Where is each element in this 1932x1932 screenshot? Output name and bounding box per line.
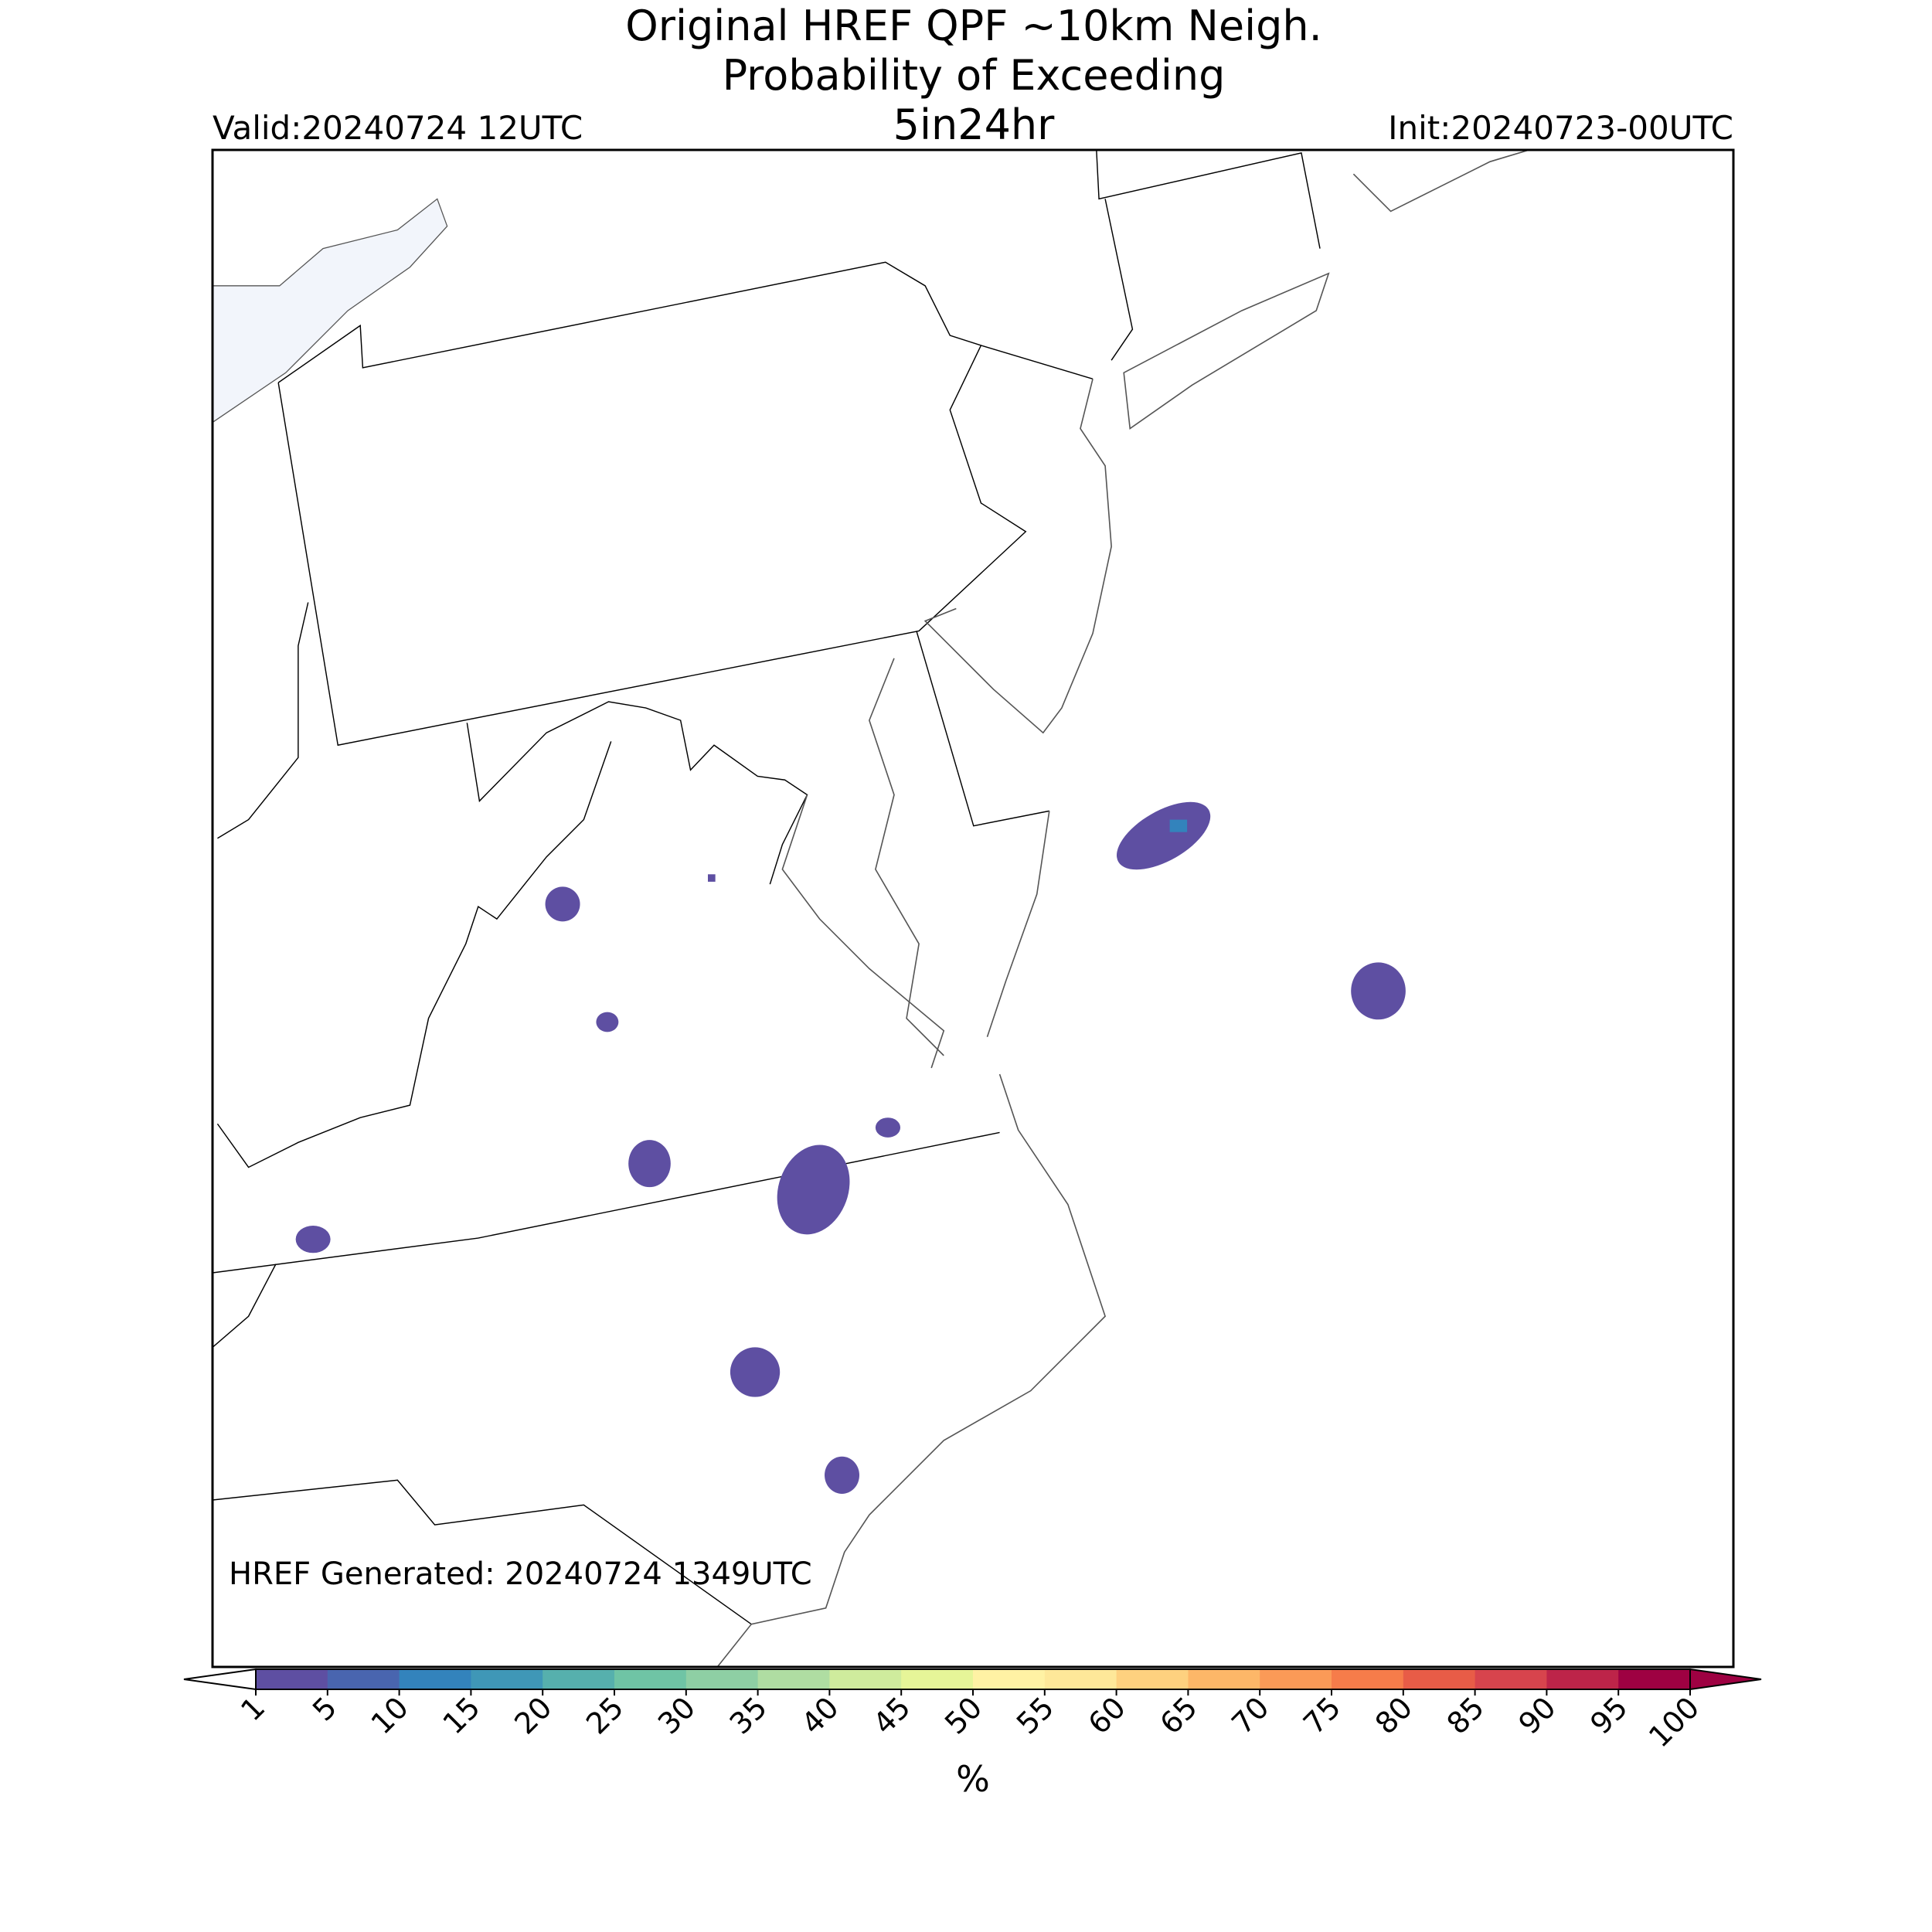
prob-area xyxy=(596,1012,619,1032)
colorbar-tick-label: 5 xyxy=(306,1690,343,1727)
colorbar-tick-label: 10 xyxy=(365,1690,415,1740)
colorbar-bin xyxy=(1116,1669,1189,1689)
colorbar-tick-label: 60 xyxy=(1082,1690,1132,1740)
state-border xyxy=(213,1264,277,1348)
valid-time: Valid:20240724 12UTC xyxy=(213,109,583,147)
prob-area xyxy=(295,1225,331,1253)
coastline xyxy=(868,658,944,1056)
state-border xyxy=(217,602,309,839)
prob-area xyxy=(708,874,716,882)
colorbar-bin xyxy=(685,1669,759,1689)
prob-area xyxy=(875,1117,901,1138)
map: HREF Generated: 20240724 1349UTC xyxy=(211,148,1735,1668)
colorbar-bin xyxy=(829,1669,902,1689)
colorbar-tick-label: 30 xyxy=(651,1690,702,1740)
prob-area xyxy=(777,1145,850,1235)
colorbar: 1 5 10 15 20 25 30 35 40 45 50 55 60 65 70 75 80 85 90 95 10… xyxy=(183,1668,1762,1800)
prob-area xyxy=(825,1456,860,1494)
colorbar-extend-over xyxy=(1689,1668,1762,1691)
prob-area xyxy=(730,1347,781,1397)
colorbar-tick-label: 25 xyxy=(580,1690,630,1740)
colorbar-tick-label: 55 xyxy=(1010,1690,1060,1740)
map-area xyxy=(213,150,1528,1667)
title-line: 5in24hr xyxy=(893,100,1056,149)
colorbar-tick-label: 20 xyxy=(508,1690,558,1740)
coastline xyxy=(781,794,945,1069)
state-border xyxy=(213,1131,1000,1274)
prob-area xyxy=(1169,819,1188,832)
prob-area xyxy=(628,1140,671,1188)
colorbar-bin xyxy=(757,1669,830,1689)
colorbar-tick-label: 75 xyxy=(1297,1690,1347,1740)
state-border xyxy=(466,701,808,885)
prob-area xyxy=(1116,801,1211,870)
colorbar-tick-label: 90 xyxy=(1512,1690,1562,1740)
state-border xyxy=(277,261,1094,383)
state-border xyxy=(277,345,1027,747)
colorbar-bin xyxy=(1475,1669,1547,1689)
colorbar-tick-label: 95 xyxy=(1583,1690,1634,1740)
colorbar-bin xyxy=(973,1669,1046,1689)
colorbar-bin xyxy=(399,1669,471,1689)
colorbar-tick-label: 35 xyxy=(723,1690,774,1740)
state-border xyxy=(916,631,1049,827)
state-border xyxy=(1104,199,1134,361)
colorbar-bin xyxy=(1260,1669,1332,1689)
colorbar-extend-under xyxy=(183,1668,257,1691)
title-line: Original HREF QPF ~10km Neigh. xyxy=(625,2,1322,50)
colorbar-tick-label: 40 xyxy=(794,1690,845,1740)
colorbar-tick-label: 70 xyxy=(1225,1690,1275,1740)
state-border xyxy=(216,741,612,1168)
colorbar-bin xyxy=(471,1669,543,1689)
colorbar-bin xyxy=(614,1669,687,1689)
colorbar-tick-label: 50 xyxy=(938,1690,988,1740)
coastline xyxy=(923,379,1112,734)
colorbar-bin xyxy=(543,1669,615,1689)
colorbar-bin xyxy=(1403,1669,1476,1689)
colorbar-tick-label: 85 xyxy=(1440,1690,1491,1740)
colorbar-bin xyxy=(1044,1669,1117,1689)
title-line: Probability of Exceeding xyxy=(723,51,1226,100)
colorbar-bin xyxy=(327,1669,400,1689)
state-border xyxy=(1096,150,1321,249)
coastline xyxy=(986,811,1050,1038)
long-island xyxy=(1123,272,1330,430)
colorbar-tick-label: 1 xyxy=(234,1690,271,1727)
colorbar-tick-label: 45 xyxy=(866,1690,917,1740)
colorbar-bin xyxy=(901,1669,974,1689)
colorbar-bin xyxy=(1618,1669,1691,1689)
colorbar-tick-label: 80 xyxy=(1369,1690,1419,1740)
colorbar-tick-label: 65 xyxy=(1153,1690,1203,1740)
colorbar-label: % xyxy=(956,1758,990,1800)
lake-erie xyxy=(213,198,448,423)
init-time: Init:20240723-00UTC xyxy=(1388,109,1733,147)
colorbar-bin xyxy=(1188,1669,1260,1689)
coastline xyxy=(717,1073,1107,1667)
prob-area xyxy=(1351,962,1406,1020)
colorbar-tick-label: 15 xyxy=(436,1690,486,1740)
colorbar-bin xyxy=(1332,1669,1404,1689)
generated-time: HREF Generated: 20240724 1349UTC xyxy=(229,1556,812,1592)
prob-area xyxy=(545,886,580,922)
map-frame xyxy=(211,148,1735,1668)
colorbar-tick-label: 100 xyxy=(1642,1690,1706,1753)
colorbar-bin xyxy=(256,1669,328,1689)
coastline xyxy=(1352,150,1528,213)
colorbar-bin xyxy=(1546,1669,1619,1689)
state-border xyxy=(213,1479,752,1625)
